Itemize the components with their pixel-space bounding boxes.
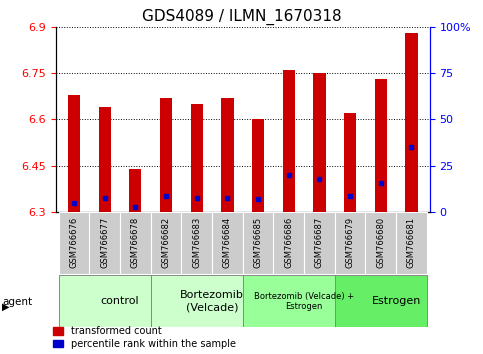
Bar (58, 275, 151, 327)
Text: control: control (100, 296, 139, 306)
Bar (151, 275, 243, 327)
Text: Estrogen: Estrogen (371, 296, 421, 306)
Bar (120, 212, 151, 274)
Bar (405, 33, 418, 212)
Legend: transformed count, percentile rank within the sample: transformed count, percentile rank withi… (53, 326, 236, 349)
Bar (304, 212, 335, 274)
Text: GSM766679: GSM766679 (346, 217, 355, 268)
Bar (160, 98, 172, 212)
Text: GSM766678: GSM766678 (131, 217, 140, 268)
Bar (191, 104, 203, 212)
Bar (335, 212, 366, 274)
Bar (344, 113, 356, 212)
Text: Bortezomib (Velcade) +
Estrogen: Bortezomib (Velcade) + Estrogen (254, 292, 354, 311)
Bar (221, 98, 233, 212)
Bar (129, 169, 142, 212)
Text: GSM766676: GSM766676 (70, 217, 78, 268)
Text: GSM766687: GSM766687 (315, 217, 324, 268)
Text: GSM766680: GSM766680 (376, 217, 385, 268)
Bar (335, 275, 427, 327)
Bar (375, 79, 387, 212)
Bar (243, 212, 273, 274)
Bar (89, 212, 120, 274)
Text: GSM766684: GSM766684 (223, 217, 232, 268)
Text: GSM766677: GSM766677 (100, 217, 109, 268)
Bar (273, 212, 304, 274)
Bar (243, 275, 335, 327)
Bar (396, 212, 427, 274)
Bar (99, 107, 111, 212)
Bar (283, 70, 295, 212)
Text: GSM766686: GSM766686 (284, 217, 293, 268)
Text: GSM766681: GSM766681 (407, 217, 416, 268)
Text: GDS4089 / ILMN_1670318: GDS4089 / ILMN_1670318 (142, 9, 341, 25)
Text: GSM766685: GSM766685 (254, 217, 263, 268)
Bar (212, 212, 243, 274)
Bar (68, 95, 80, 212)
Text: Bortezomib
(Velcade): Bortezomib (Velcade) (180, 290, 244, 312)
Bar (252, 120, 264, 212)
Bar (151, 212, 181, 274)
Text: GSM766683: GSM766683 (192, 217, 201, 268)
Bar (313, 73, 326, 212)
Text: agent: agent (2, 297, 32, 307)
Text: ▶: ▶ (2, 302, 10, 312)
Bar (58, 212, 89, 274)
Bar (181, 212, 212, 274)
Text: GSM766682: GSM766682 (161, 217, 170, 268)
Bar (366, 212, 396, 274)
